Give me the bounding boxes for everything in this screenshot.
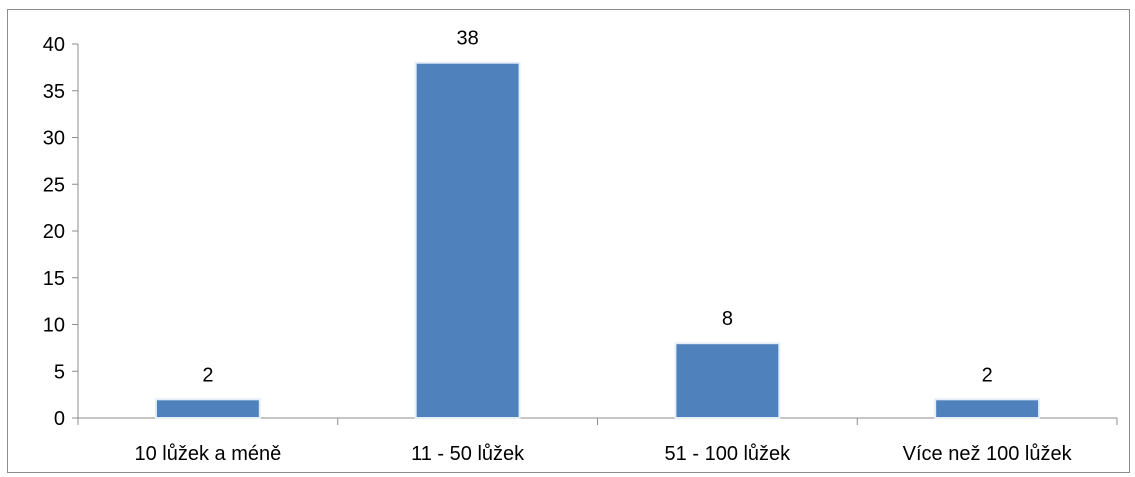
- x-category-label: 10 lůžek a méně: [134, 443, 281, 465]
- y-tick-label: 25: [43, 174, 65, 196]
- x-category-label: Více než 100 lůžek: [903, 443, 1073, 465]
- y-tick-label: 10: [43, 315, 65, 337]
- bar-data-label: 8: [722, 308, 733, 330]
- y-tick-label: 20: [43, 221, 65, 243]
- y-tick-label: 15: [43, 268, 65, 290]
- x-axis: 10 lůžek a méně 11 - 50 lůžek 51 - 100 lůž…: [77, 417, 1118, 465]
- x-category-label: 11 - 50 lůžek: [411, 443, 525, 465]
- y-tick-label: 0: [54, 408, 65, 430]
- data-labels: 2 38 8 2: [202, 28, 992, 387]
- bar: [154, 398, 261, 419]
- x-category-label: 51 - 100 lůžek: [665, 443, 792, 465]
- bar-data-label: 38: [457, 28, 479, 50]
- y-tick-label: 30: [43, 128, 65, 150]
- bar-data-label: 2: [202, 364, 213, 386]
- y-tick-label: 40: [43, 34, 65, 56]
- bar-data-label: 2: [982, 364, 993, 386]
- bars: [154, 61, 1041, 420]
- y-tick-label: 35: [43, 81, 65, 103]
- bar: [674, 342, 781, 420]
- y-tick-label: 5: [54, 361, 65, 383]
- bar: [934, 398, 1041, 419]
- bar: [414, 61, 521, 419]
- y-axis: 0 5 10 15 20 25 30 35 40: [43, 34, 79, 430]
- chart-frame: [7, 9, 1130, 473]
